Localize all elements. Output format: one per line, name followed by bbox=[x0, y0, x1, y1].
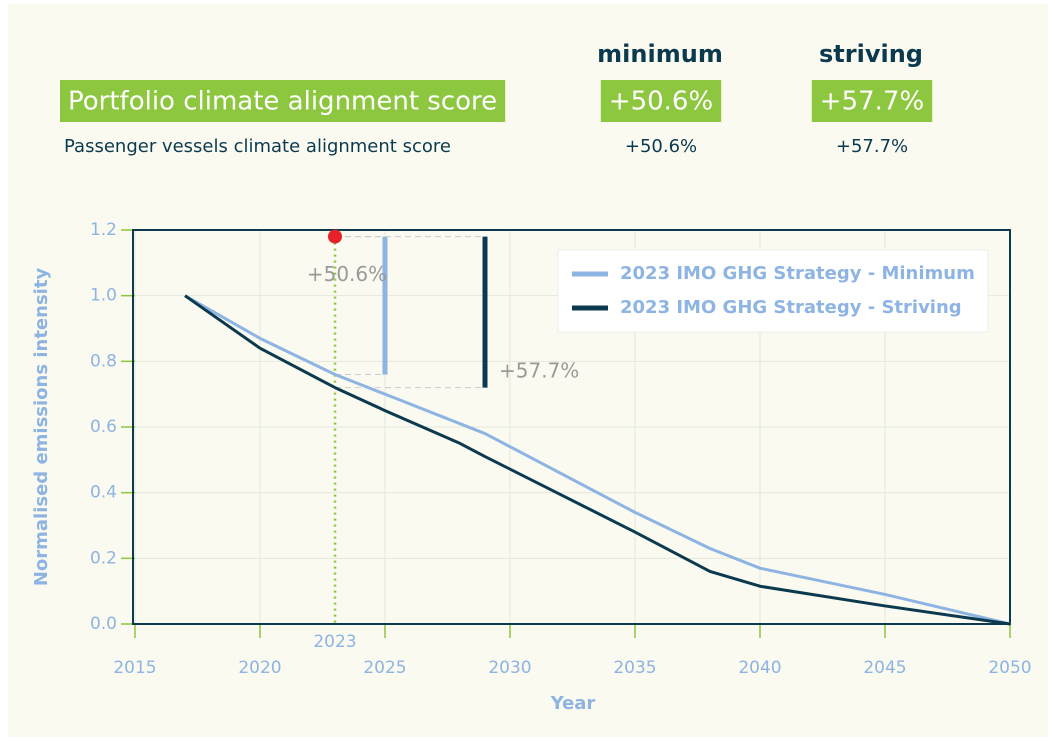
score: +57.7% bbox=[820, 87, 924, 117]
plot-frame bbox=[132, 229, 1011, 625]
x-tick-label: 2050 bbox=[988, 658, 1031, 678]
y-tick-label: 1.2 bbox=[90, 220, 117, 240]
badge bbox=[60, 80, 506, 122]
x-tick-label: 2035 bbox=[613, 658, 656, 678]
badge bbox=[600, 80, 722, 122]
y-tick-label: 0.2 bbox=[90, 548, 117, 568]
legend-label: 2023 IMO GHG Strategy - Striving bbox=[620, 297, 962, 318]
header: minimum striving Portfolio climate align… bbox=[60, 40, 933, 157]
bracket-label: +50.6% bbox=[307, 262, 387, 286]
column-head: minimum bbox=[597, 40, 723, 68]
series-line bbox=[184, 294, 1011, 626]
score: +50.6% bbox=[609, 87, 713, 117]
x-tick-label: 2015 bbox=[113, 658, 156, 678]
background bbox=[8, 4, 1048, 737]
y-tick-label: 0.8 bbox=[90, 351, 117, 371]
marker-dot bbox=[328, 229, 342, 244]
bracket-label: +57.7% bbox=[499, 359, 579, 383]
y-tick-label: 0.0 bbox=[90, 614, 117, 634]
x-tick-label: 2030 bbox=[488, 658, 531, 678]
x-tick-label: 2020 bbox=[238, 658, 281, 678]
column-head: striving bbox=[819, 40, 923, 68]
x-axis-title: Year bbox=[550, 693, 596, 714]
row-label: Portfolio climate alignment score bbox=[68, 87, 497, 117]
marker-label: 2023 bbox=[313, 632, 356, 652]
legend-label: 2023 IMO GHG Strategy - Minimum bbox=[620, 263, 975, 284]
score: +50.6% bbox=[625, 136, 697, 157]
x-tick-label: 2025 bbox=[363, 658, 406, 678]
legend-box bbox=[557, 249, 989, 333]
score: +57.7% bbox=[836, 136, 908, 157]
badge bbox=[811, 80, 933, 122]
y-axis-title: Normalised emissions intensity bbox=[31, 268, 52, 587]
x-tick-label: 2045 bbox=[863, 658, 906, 678]
y-tick-label: 0.6 bbox=[90, 417, 117, 437]
x-tick-label: 2040 bbox=[738, 658, 781, 678]
row-label: Passenger vessels climate alignment scor… bbox=[64, 136, 451, 157]
series-line bbox=[184, 294, 1011, 626]
y-tick-label: 0.4 bbox=[90, 483, 117, 503]
y-tick-label: 1.0 bbox=[90, 286, 117, 306]
